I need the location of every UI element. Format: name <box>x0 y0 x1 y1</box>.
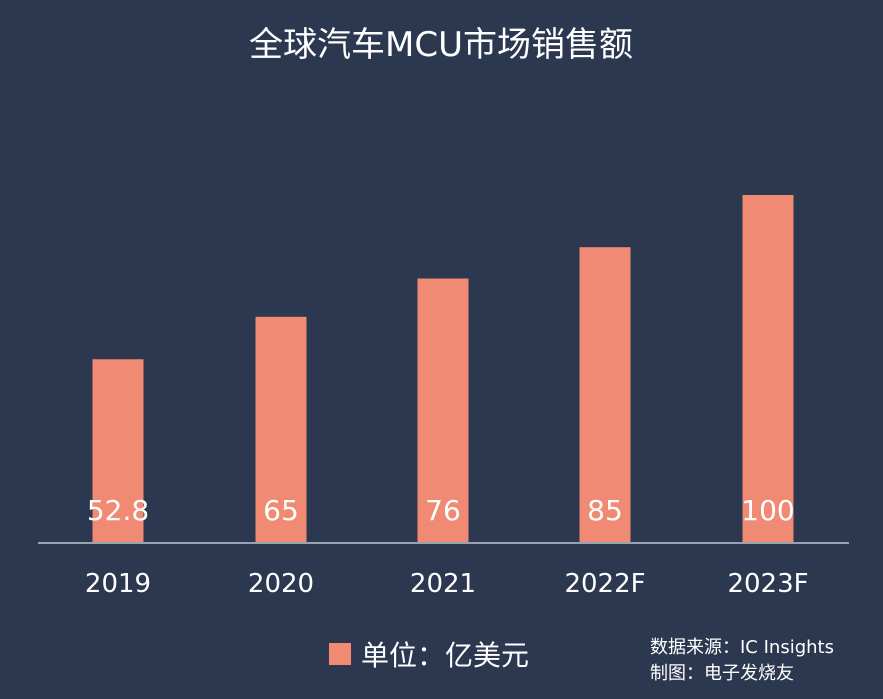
legend-label: 单位：亿美元 <box>361 639 529 672</box>
x-tick-2020: 2020 <box>248 569 314 599</box>
bar-2020 <box>255 316 307 543</box>
data-label-2020: 65 <box>263 494 299 527</box>
x-tick-2021: 2021 <box>410 569 476 599</box>
bar-2023F <box>742 195 794 543</box>
source-text: 数据来源：IC Insights <box>650 637 834 658</box>
x-tick-2023F: 2023F <box>727 569 808 599</box>
bar-2022F <box>579 247 631 543</box>
ticks-layer: 2019 2020 2021 2022F 2023F <box>85 569 809 599</box>
data-label-2022F: 85 <box>587 494 623 527</box>
maker-text: 制图：电子发烧友 <box>650 663 794 684</box>
x-tick-2022F: 2022F <box>564 569 645 599</box>
bar-2021 <box>417 278 469 543</box>
data-label-2021: 76 <box>425 494 461 527</box>
data-label-2019: 52.8 <box>87 494 149 527</box>
legend-swatch <box>329 643 351 665</box>
bars-layer <box>92 195 794 543</box>
labels-layer: 52.8 65 76 85 100 <box>87 494 795 527</box>
chart-title: 全球汽车MCU市场销售额 <box>249 25 633 65</box>
data-label-2023F: 100 <box>741 494 794 527</box>
x-tick-2019: 2019 <box>85 569 151 599</box>
bar-2019 <box>92 359 144 543</box>
